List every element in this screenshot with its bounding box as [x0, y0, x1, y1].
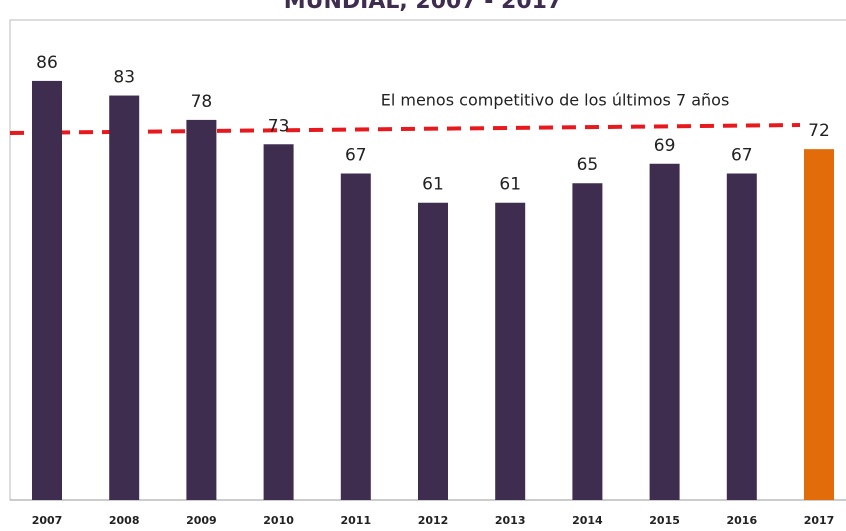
x-tick-label: 2015: [649, 514, 680, 527]
x-tick-label: 2007: [32, 514, 63, 527]
value-label: 67: [345, 146, 367, 166]
x-tick-label: 2010: [263, 514, 294, 527]
x-tick-label: 2016: [726, 514, 757, 527]
bar: [572, 183, 603, 501]
bar: [263, 144, 294, 500]
bar: [186, 119, 217, 501]
x-tick-label: 2012: [418, 514, 449, 527]
value-label: 78: [191, 92, 213, 112]
x-tick-label: 2014: [572, 514, 603, 527]
x-tick-label: 2009: [186, 514, 217, 527]
x-tick-label: 2017: [804, 514, 835, 527]
value-label: 67: [731, 146, 753, 166]
value-label: 61: [499, 175, 521, 195]
reference-line: [9, 123, 801, 135]
x-tick-label: 2011: [340, 514, 371, 527]
value-label: 86: [36, 53, 58, 73]
bar: [649, 163, 680, 500]
annotation: El menos competitivo de los últimos 7 añ…: [381, 91, 730, 110]
bar: [340, 173, 371, 500]
x-tick-label: 2008: [109, 514, 140, 527]
value-label: 73: [268, 116, 290, 136]
bar: [804, 149, 834, 500]
bar: [726, 173, 757, 500]
value-label: 61: [422, 175, 444, 195]
x-tick-label: 2013: [495, 514, 526, 527]
value-label: 65: [577, 155, 599, 175]
bar: [495, 202, 526, 500]
value-label: 72: [808, 121, 830, 141]
value-label: 83: [113, 68, 135, 88]
bar: [32, 80, 62, 501]
bar: [418, 202, 448, 500]
bar: [109, 95, 140, 501]
value-label: 69: [654, 136, 676, 156]
chart-title: MUNDIAL, 2007 - 2017: [284, 0, 563, 14]
